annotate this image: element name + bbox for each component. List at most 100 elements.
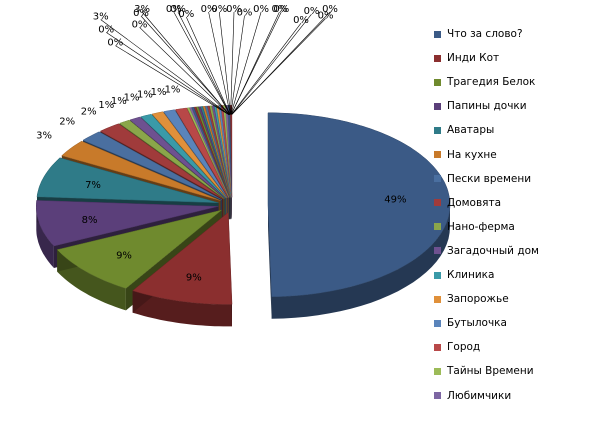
leader-line [230, 11, 235, 115]
slice-15 [186, 107, 230, 198]
data-label: 0% [107, 38, 123, 49]
legend-label: Домовята [447, 196, 502, 209]
leader-line [230, 11, 262, 115]
legend-swatch [434, 175, 441, 183]
slice-wall [132, 290, 232, 327]
legend-swatch [434, 319, 441, 327]
data-label: 3% [134, 4, 150, 15]
legend-item: Что за слово? [434, 26, 523, 42]
data-label: 0% [237, 8, 253, 19]
legend-label: Папины дочки [447, 100, 527, 113]
slice-5 [36, 157, 219, 204]
data-label: 0% [178, 9, 194, 20]
slice-11 [140, 113, 227, 199]
data-label: 2% [81, 106, 97, 117]
legend-label: Бутылочка [447, 317, 507, 330]
legend-swatch [434, 30, 441, 38]
data-label: 0% [170, 4, 186, 15]
data-label: 2% [59, 116, 75, 127]
slice-wall [271, 204, 450, 319]
data-label: 0% [98, 24, 114, 35]
legend-label: Нано-ферма [447, 220, 515, 233]
data-label: 0% [226, 4, 242, 15]
data-label: 49% [384, 195, 406, 206]
legend-item: Загадочный дом [434, 243, 539, 259]
leader-line [100, 19, 230, 115]
legend-label: Что за слово? [447, 28, 523, 40]
data-label: 1% [98, 100, 114, 111]
data-label: 0% [322, 4, 338, 15]
legend-swatch [434, 151, 441, 158]
legend-item: Домовята [434, 195, 501, 211]
slice-12 [151, 111, 227, 199]
legend-item: Тайны Времени [434, 363, 534, 379]
legend-label: Любимчики [447, 389, 512, 402]
legend-label: Загадочный дом [447, 244, 539, 257]
legend-item: Инди Кот [434, 50, 499, 66]
data-label: 0% [273, 4, 289, 15]
legend-item: Пески времени [434, 171, 531, 187]
leader-line [231, 23, 302, 115]
leader-line [139, 27, 230, 115]
leader-line [173, 11, 231, 115]
data-label: 8% [82, 215, 98, 226]
legend-swatch [434, 199, 441, 207]
data-label: 3% [93, 12, 109, 23]
legend-swatch [434, 367, 441, 375]
legend-swatch [434, 102, 441, 110]
legend-swatch [434, 295, 441, 303]
data-label: 1% [137, 90, 153, 101]
data-label: 0% [253, 4, 269, 15]
data-label: 1% [111, 96, 127, 107]
leader-line [208, 11, 231, 115]
data-label: 0% [211, 4, 227, 15]
data-label: 0% [133, 8, 149, 19]
legend-swatch [434, 54, 441, 62]
legend-label: На кухне [447, 148, 497, 161]
legend-item: Запорожье [434, 291, 509, 307]
data-label: 0% [304, 6, 320, 17]
data-label: 1% [151, 87, 167, 98]
data-label: 1% [165, 85, 181, 96]
data-label: 0% [201, 4, 217, 15]
legend-swatch [434, 343, 441, 351]
legend-label: Город [447, 341, 481, 354]
data-label: 0% [166, 4, 182, 15]
leader-line [230, 15, 245, 115]
slice-wall [36, 206, 54, 268]
legend-item: Город [434, 339, 480, 355]
legend-swatch [434, 392, 441, 399]
leader-line [219, 11, 231, 115]
data-label: 3% [36, 131, 52, 142]
legend-item: Трагедия Белок [434, 74, 535, 90]
leader-line [231, 11, 331, 115]
data-label: 9% [116, 250, 132, 261]
slice-13 [163, 109, 228, 198]
leader-line [106, 32, 230, 115]
slice-7 [82, 131, 223, 200]
legend-label: Тайны Времени [447, 365, 534, 378]
data-label: 0% [293, 15, 309, 26]
legend-item: Бутылочка [434, 315, 507, 331]
legend-item: На кухне [434, 147, 497, 163]
legend-swatch [434, 126, 441, 134]
leader-line [186, 16, 231, 115]
slice-8 [99, 123, 224, 200]
slice-6 [61, 140, 221, 201]
legend-item: Аватары [434, 122, 494, 138]
data-label: 0% [132, 19, 148, 30]
leader-line [140, 15, 230, 115]
leader-line [141, 11, 230, 115]
legend-swatch [434, 223, 441, 231]
slice-14 [175, 107, 229, 198]
data-label: 1% [124, 93, 140, 104]
legend-swatch [434, 271, 441, 279]
legend-item: Папины дочки [434, 98, 527, 114]
data-label: 9% [186, 272, 202, 283]
data-label: 0% [271, 4, 287, 15]
slice-2 [132, 211, 233, 305]
legend-item: Клиника [434, 267, 494, 283]
slice-3 [56, 209, 222, 289]
